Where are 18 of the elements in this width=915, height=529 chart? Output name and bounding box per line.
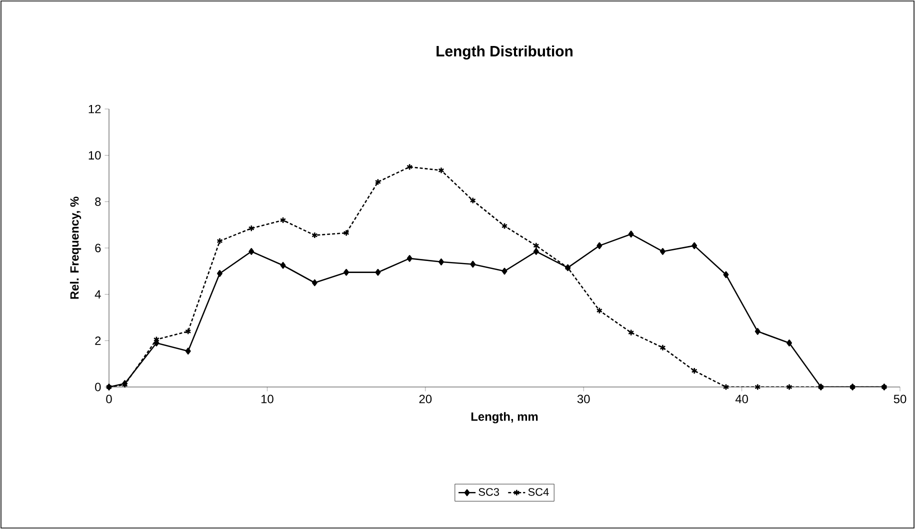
x-tick-label: 40 <box>735 394 748 404</box>
y-tick-label: 0 <box>95 382 101 392</box>
x-tick-label: 50 <box>894 394 906 404</box>
x-tick-label: 0 <box>106 394 112 404</box>
legend-label: SC3 <box>478 488 500 496</box>
x-tick-label: 20 <box>419 394 432 404</box>
legend-label: SC4 <box>528 488 549 496</box>
y-tick-label: 12 <box>88 104 101 114</box>
chart-title: Length Distribution <box>436 46 572 60</box>
x-tick-label: 10 <box>261 394 274 404</box>
y-axis-title: Rel. Frequency, % <box>70 196 82 299</box>
y-tick-label: 4 <box>94 290 101 298</box>
y-tick-label: 2 <box>95 336 101 345</box>
x-tick-label: 30 <box>577 394 590 404</box>
y-tick-label: 8 <box>95 197 101 206</box>
y-tick-label: 10 <box>88 151 101 160</box>
y-tick-label: 6 <box>95 244 101 252</box>
x-axis-title: Length, mm <box>471 412 538 424</box>
